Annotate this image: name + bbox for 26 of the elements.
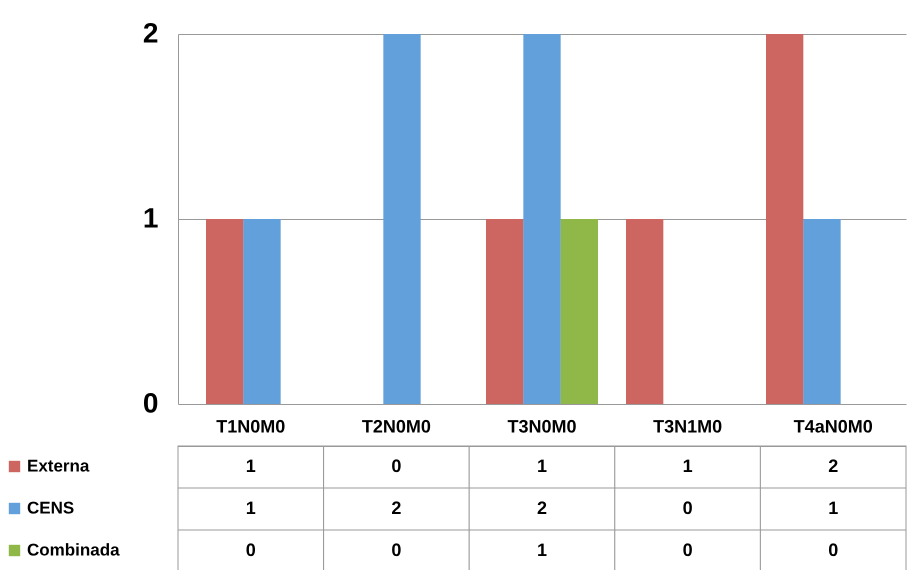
y-tick-label: 1 bbox=[142, 202, 158, 234]
x-tick-label: T2N0M0 bbox=[362, 416, 431, 436]
legend-label: Combinada bbox=[27, 540, 120, 560]
data-label: 0 bbox=[391, 456, 402, 476]
data-label: 0 bbox=[682, 540, 693, 560]
data-label: 0 bbox=[828, 540, 838, 560]
data-label: 0 bbox=[391, 540, 402, 560]
data-label: 2 bbox=[391, 498, 402, 518]
data-label: 0 bbox=[682, 498, 693, 518]
data-label: 1 bbox=[246, 498, 256, 518]
data-label: 1 bbox=[828, 498, 838, 518]
data-label: 1 bbox=[682, 456, 693, 476]
x-tick-label: T3N0M0 bbox=[507, 416, 577, 436]
legend-label: CENS bbox=[27, 498, 74, 518]
x-tick-label: T4aN0M0 bbox=[794, 416, 873, 436]
data-label: 1 bbox=[536, 456, 548, 476]
data-label: 1 bbox=[246, 456, 256, 476]
data-label: 2 bbox=[828, 456, 838, 476]
y-tick-label: 2 bbox=[142, 18, 158, 48]
x-tick-label: T1N0M0 bbox=[216, 416, 286, 436]
data-label: 0 bbox=[246, 540, 256, 560]
legend-label: Externa bbox=[27, 456, 90, 476]
x-tick-label: T3N1M0 bbox=[653, 416, 722, 436]
y-tick-label: 0 bbox=[142, 388, 158, 418]
data-label: 2 bbox=[536, 498, 548, 518]
data-label: 1 bbox=[536, 540, 548, 560]
